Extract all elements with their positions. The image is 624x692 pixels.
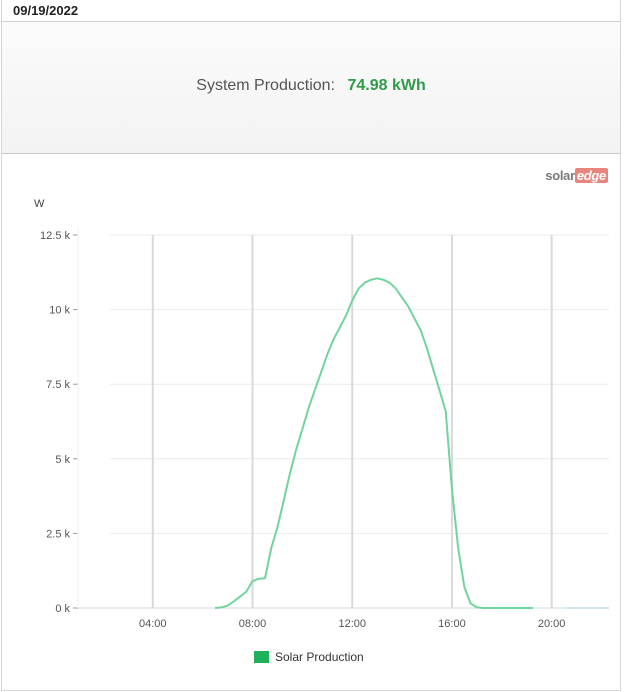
y-tick-label: 0 k <box>55 603 70 615</box>
y-tick-label: 10 k <box>49 305 70 317</box>
x-tick-label: 16:00 <box>438 618 466 630</box>
x-tick-label: 12:00 <box>338 618 366 630</box>
solaredge-logo: solar edge <box>545 168 608 183</box>
y-tick-label: 7.5 k <box>46 379 70 391</box>
legend-swatch-icon <box>254 651 269 663</box>
logo-edge-text: edge <box>574 168 608 183</box>
vertical-gridlines <box>77 227 553 608</box>
y-tick-label: 12.5 k <box>40 230 70 242</box>
y-tick-label: 5 k <box>55 454 70 466</box>
horizontal-gridlines <box>73 234 609 609</box>
production-summary: System Production: 74.98 kWh <box>2 22 620 154</box>
x-tick-label: 20:00 <box>538 618 566 630</box>
y-tick-label: 2.5 k <box>46 528 70 540</box>
x-tick-label: 08:00 <box>239 618 267 630</box>
summary-line: System Production: 74.98 kWh <box>2 77 620 95</box>
system-production-label: System Production: <box>196 77 335 94</box>
legend-label: Solar Production <box>275 650 364 664</box>
y-axis-unit: W <box>34 198 45 210</box>
date-bar: 09/19/2022 <box>2 0 620 22</box>
logo-solar-text: solar <box>545 168 575 183</box>
date-label: 09/19/2022 <box>13 3 79 18</box>
system-production-value: 74.98 kWh <box>347 77 426 94</box>
solar-production-line <box>215 277 533 609</box>
y-axis-labels: 0 k 2.5 k 5 k 7.5 k 10 k 12.5 k <box>40 230 70 615</box>
x-tick-label: 04:00 <box>139 618 167 630</box>
x-axis-labels: 04:00 08:00 12:00 16:00 20:00 <box>139 618 565 630</box>
chart-legend[interactable]: Solar Production <box>254 650 364 664</box>
